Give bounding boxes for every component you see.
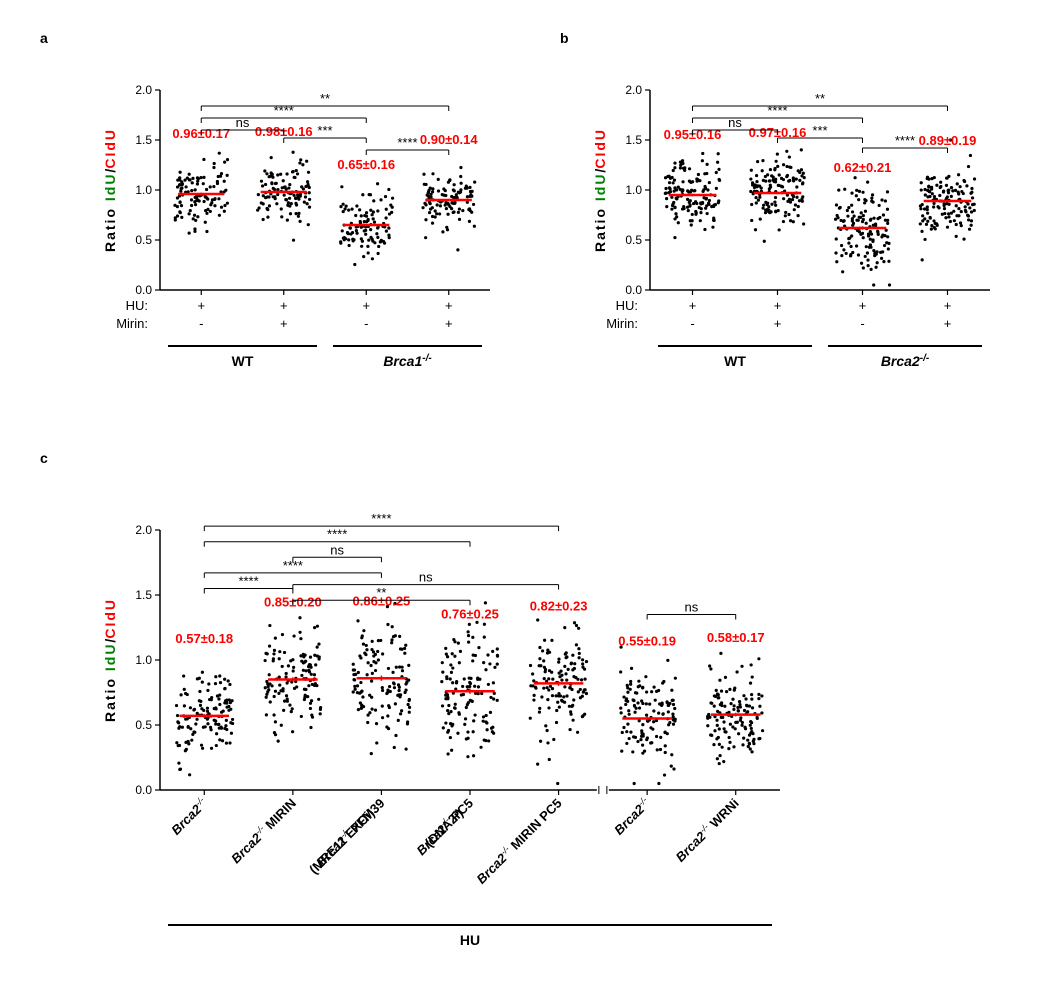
svg-text:1.5: 1.5 (625, 133, 642, 147)
cluster-label: WT (724, 353, 746, 369)
svg-text:0.0: 0.0 (135, 283, 152, 297)
svg-text:0.0: 0.0 (135, 783, 152, 797)
svg-text:****: **** (397, 135, 417, 150)
svg-text:1.0: 1.0 (135, 183, 152, 197)
svg-text:+: + (774, 298, 782, 313)
chart-svg: 0.0 0.5 1.0 1.5 2.0 Ratio IdU/CIdU 0.57±0.18 0.… (80, 490, 800, 960)
panel-label-c: c (40, 450, 48, 466)
svg-text:****: **** (238, 574, 258, 589)
svg-text:ns: ns (236, 115, 250, 130)
group-stat: 0.65±0.16 (337, 157, 395, 172)
svg-text:2.0: 2.0 (135, 523, 152, 537)
svg-text:-: - (690, 316, 694, 331)
svg-text:**: ** (815, 91, 825, 106)
x-category-label: Brca2-/- (168, 795, 211, 838)
svg-text:+: + (445, 298, 453, 313)
x-category-label: Brca2-/- MIRIN PC5 (473, 795, 565, 887)
panel-panel_c: 0.0 0.5 1.0 1.5 2.0 Ratio IdU/CIdU 0.57±0.18 0.… (80, 490, 800, 960)
svg-text:+: + (280, 298, 288, 313)
panel-label-b: b (560, 30, 569, 46)
svg-text:+: + (944, 316, 952, 331)
svg-text:Mirin:: Mirin: (116, 316, 148, 331)
svg-text:0.0: 0.0 (625, 283, 642, 297)
svg-text:2.0: 2.0 (625, 83, 642, 97)
svg-text:+: + (859, 298, 867, 313)
group-stat: 0.62±0.21 (834, 160, 892, 175)
svg-text:**: ** (376, 585, 386, 600)
svg-text:HU:: HU: (616, 298, 638, 313)
svg-text:****: **** (274, 103, 294, 118)
svg-text:****: **** (371, 511, 391, 526)
svg-text:1.5: 1.5 (135, 588, 152, 602)
cluster-label: Brca1-/- (383, 353, 432, 370)
svg-text:***: *** (812, 123, 827, 138)
panel-panel_a: 0.00.51.01.52.0Ratio IdU/CIdU0.96±0.170.… (90, 60, 510, 420)
svg-text:(MRE11 EXOi): (MRE11 EXOi) (306, 806, 377, 877)
svg-text:**: ** (320, 91, 330, 106)
svg-text:-: - (860, 316, 864, 331)
svg-text:+: + (445, 316, 453, 331)
x-category-label: Brca2-/- (610, 795, 653, 838)
group-stat: 0.89±0.19 (919, 133, 977, 148)
chart-svg: 0.00.51.01.52.0Ratio IdU/CIdU0.96±0.170.… (90, 60, 510, 420)
svg-text:****: **** (895, 133, 915, 148)
svg-text:0.5: 0.5 (135, 233, 152, 247)
panel-panel_b: 0.00.51.01.52.0Ratio IdU/CIdU0.95±0.160.… (580, 60, 1010, 420)
cluster-label: WT (232, 353, 254, 369)
svg-text:2.0: 2.0 (135, 83, 152, 97)
svg-text:HU:: HU: (126, 298, 148, 313)
svg-text:-: - (364, 316, 368, 331)
svg-text:1.0: 1.0 (625, 183, 642, 197)
svg-text:****: **** (327, 527, 347, 542)
y-axis-label: Ratio IdU/CIdU (102, 598, 118, 722)
svg-text:+: + (362, 298, 370, 313)
svg-text:+: + (689, 298, 697, 313)
group-stat: 0.76±0.25 (441, 606, 499, 621)
group-stat: 0.55±0.19 (618, 634, 676, 649)
svg-text:+: + (280, 316, 288, 331)
x-category-label: Brca2-/- MIRIN (227, 795, 298, 866)
svg-text:ns: ns (685, 600, 699, 615)
svg-text:0.5: 0.5 (625, 233, 642, 247)
panel-label-a: a (40, 30, 48, 46)
svg-text:****: **** (767, 103, 787, 118)
svg-text:***: *** (317, 123, 332, 138)
svg-text:1.5: 1.5 (135, 133, 152, 147)
svg-text:ns: ns (419, 570, 433, 585)
svg-text:+: + (774, 316, 782, 331)
svg-text:(DNA2i): (DNA2i) (422, 806, 466, 850)
cluster-label: Brca2-/- (881, 353, 930, 370)
svg-text:ns: ns (728, 115, 742, 130)
svg-text:1.0: 1.0 (135, 653, 152, 667)
svg-text:+: + (944, 298, 952, 313)
group-stat: 0.57±0.18 (175, 631, 233, 646)
chart-svg: 0.00.51.01.52.0Ratio IdU/CIdU0.95±0.160.… (580, 60, 1010, 420)
svg-text:+: + (197, 298, 205, 313)
svg-text:0.5: 0.5 (135, 718, 152, 732)
svg-text:-: - (199, 316, 203, 331)
x-category-label: Brca2-/- WRNi (672, 795, 742, 865)
group-stat: 0.82±0.23 (530, 599, 588, 614)
y-axis-label: Ratio IdU/CIdU (592, 128, 608, 252)
svg-text:HU: HU (460, 932, 480, 948)
group-stat: 0.58±0.17 (707, 630, 765, 645)
group-stat: 0.90±0.14 (420, 132, 479, 147)
svg-text:Mirin:: Mirin: (606, 316, 638, 331)
y-axis-label: Ratio IdU/CIdU (102, 128, 118, 252)
svg-text:ns: ns (330, 542, 344, 557)
